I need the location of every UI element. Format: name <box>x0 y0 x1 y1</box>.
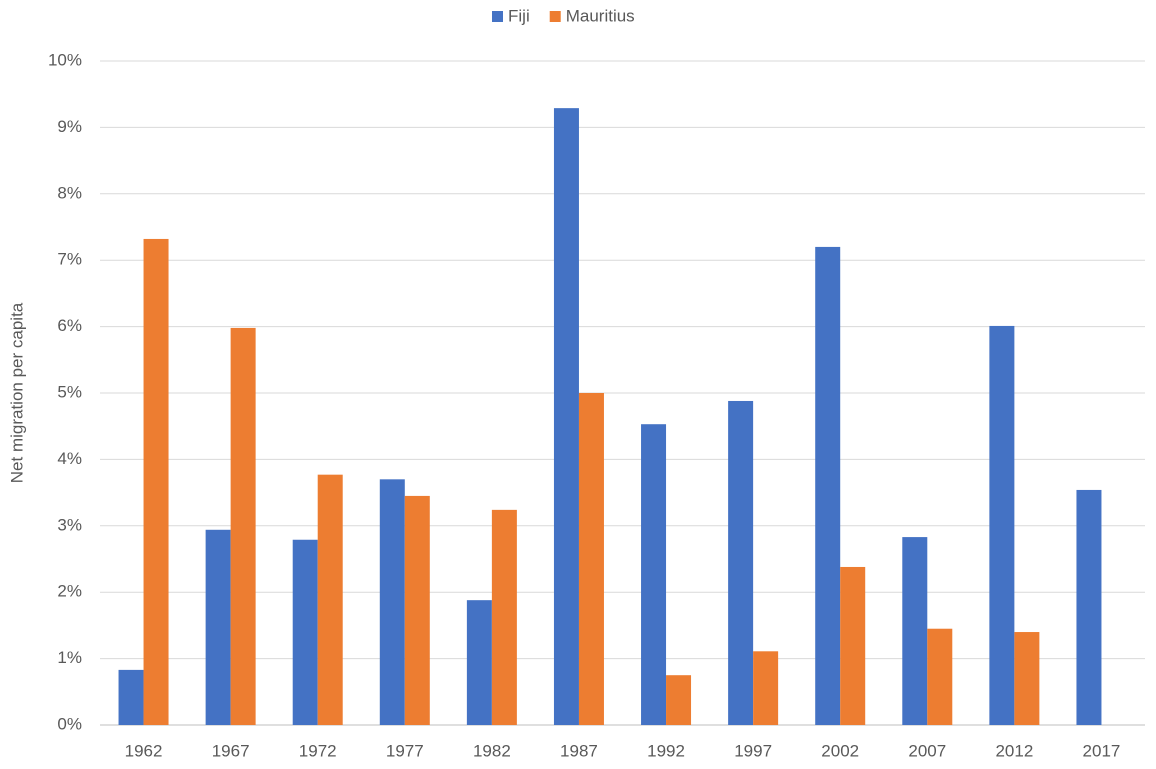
bar <box>728 400 754 725</box>
x-tick-label: 1997 <box>734 741 772 760</box>
x-tick-label: 1982 <box>473 741 511 760</box>
bar <box>840 566 866 725</box>
legend-swatch <box>549 11 561 22</box>
y-tick-label: 9% <box>57 117 82 136</box>
y-tick-label: 8% <box>57 183 82 202</box>
bar <box>666 675 692 725</box>
y-tick-label: 1% <box>57 648 82 667</box>
legend-label: Mauritius <box>566 6 635 25</box>
x-tick-label: 1987 <box>560 741 598 760</box>
y-tick-label: 5% <box>57 382 82 401</box>
bar <box>317 474 343 725</box>
x-tick-label: 2017 <box>1083 741 1121 760</box>
bar <box>815 246 841 726</box>
bar <box>118 669 144 725</box>
x-tick-label: 2012 <box>995 741 1033 760</box>
y-tick-label: 6% <box>57 316 82 335</box>
x-tick-label: 1967 <box>212 741 250 760</box>
bar <box>753 651 779 725</box>
bar <box>927 628 953 725</box>
bar <box>491 509 517 725</box>
y-tick-label: 4% <box>57 449 82 468</box>
bar <box>143 238 169 725</box>
x-tick-label: 1962 <box>125 741 163 760</box>
y-tick-label: 3% <box>57 515 82 534</box>
legend-label: Fiji <box>508 6 530 25</box>
y-tick-label: 0% <box>57 714 82 733</box>
bar <box>292 539 318 725</box>
x-tick-label: 1977 <box>386 741 424 760</box>
x-tick-label: 2007 <box>908 741 946 760</box>
bar <box>578 393 604 725</box>
y-tick-label: 10% <box>48 50 82 69</box>
y-tick-label: 7% <box>57 250 82 269</box>
y-tick-label: 2% <box>57 582 82 601</box>
bar <box>641 424 667 725</box>
bar <box>404 495 430 725</box>
legend-swatch <box>492 11 503 22</box>
bar <box>205 529 231 725</box>
bar <box>1076 489 1102 725</box>
bar <box>902 537 928 725</box>
x-tick-label: 2002 <box>821 741 859 760</box>
bar <box>230 327 256 725</box>
bar <box>553 108 579 726</box>
x-tick-label: 1992 <box>647 741 685 760</box>
bar <box>1014 632 1040 725</box>
y-axis-label: Net migration per capita <box>7 302 26 483</box>
bar <box>989 325 1015 725</box>
x-tick-label: 1972 <box>299 741 337 760</box>
bar <box>466 600 492 725</box>
bar <box>379 479 405 725</box>
